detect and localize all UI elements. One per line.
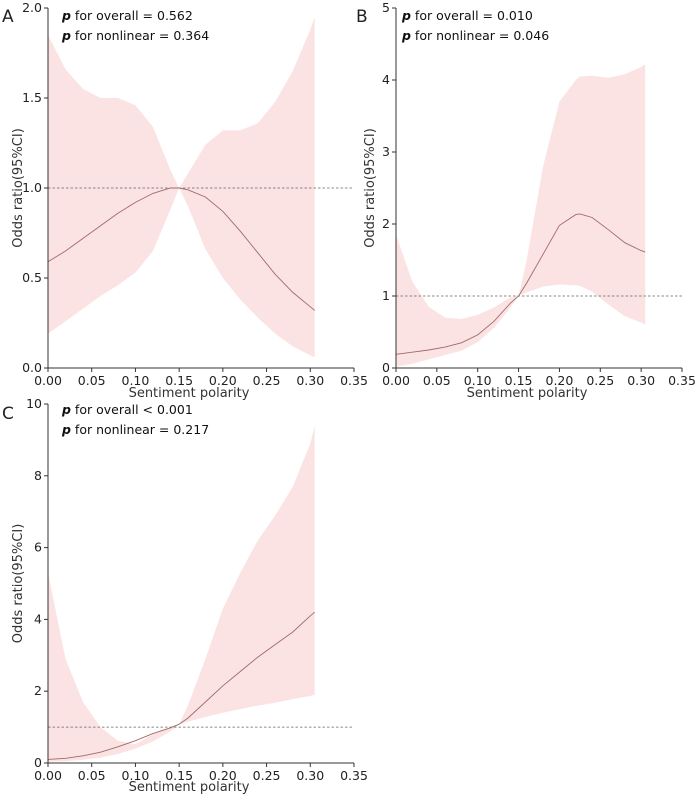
annotation-p-b-1: p: [401, 28, 411, 43]
x-tick-label-c-5: 0.25: [253, 768, 281, 783]
annotation-text-b-1: for nonlinear = 0.046: [411, 28, 549, 43]
annotation-p-a-1: p: [61, 28, 71, 43]
panel-letter-c: C: [2, 404, 14, 424]
y-tick-label-c-4: 8: [34, 468, 42, 483]
y-tick-label-b-2: 2: [382, 216, 390, 231]
x-tick-label-b-2: 0.10: [464, 373, 492, 388]
ci-band-a-0: [48, 17, 315, 358]
estimate-line-a-0: [47, 187, 315, 311]
x-tick-label-c-6: 0.30: [296, 768, 324, 783]
x-tick-label-a-1: 0.05: [78, 373, 106, 388]
x-axis-title-a: Sentiment polarity: [129, 386, 250, 401]
x-tick-label-b-0: 0.00: [382, 373, 410, 388]
x-tick-label-a-4: 0.20: [209, 373, 237, 388]
panel-a: A 0.00 0.05 0.10 0.15 0.20 0.25 0.30 0.35 0.0 0.5…: [2, 0, 368, 401]
y-tick-label-c-5: 10: [26, 396, 42, 411]
annotation-text-c-1: for nonlinear = 0.217: [71, 422, 209, 437]
x-tick-label-b-7: 0.35: [668, 373, 696, 388]
x-tick-label-a-2: 0.10: [122, 373, 150, 388]
ci-band-c-0: [48, 425, 315, 762]
x-tick-label-b-4: 0.20: [546, 373, 574, 388]
annotation-b-1: p for nonlinear = 0.046: [401, 28, 549, 43]
annotation-text-c-0: for overall < 0.001: [71, 402, 193, 417]
x-tick-label-a-7: 0.35: [340, 373, 368, 388]
annotation-p-b-0: p: [401, 8, 411, 23]
annotation-text-b-0: for overall = 0.010: [411, 8, 533, 23]
x-tick-label-c-2: 0.10: [122, 768, 150, 783]
y-tick-label-a-3: 1.5: [22, 90, 42, 105]
annotation-a-1: p for nonlinear = 0.364: [61, 28, 209, 43]
y-axis-title-c: Odds ratio(95%CI): [11, 524, 26, 644]
y-tick-label-a-0: 0.0: [22, 360, 42, 375]
x-axis-title-b: Sentiment polarity: [467, 386, 588, 401]
annotation-p-c-0: p: [61, 402, 71, 417]
panel-b: B 0.00 0.05 0.10 0.15 0.20 0.25 0.30 0.35 0 1 2 3 4 5…: [356, 0, 696, 401]
estimate-line-c-0: [47, 611, 315, 760]
annotation-c-0: p for overall < 0.001: [61, 402, 193, 417]
panel-letter-b: B: [356, 7, 368, 27]
x-tick-label-c-1: 0.05: [78, 768, 106, 783]
x-axis-title-c: Sentiment polarity: [129, 780, 250, 795]
y-tick-label-c-1: 2: [34, 683, 42, 698]
y-tick-label-c-3: 6: [34, 540, 42, 555]
x-tick-label-c-4: 0.20: [209, 768, 237, 783]
x-tick-label-b-3: 0.15: [505, 373, 533, 388]
x-tick-label-a-5: 0.25: [253, 373, 281, 388]
x-tick-label-b-6: 0.30: [627, 373, 655, 388]
y-tick-label-b-5: 5: [382, 0, 390, 15]
annotation-text-a-1: for nonlinear = 0.364: [71, 28, 209, 43]
x-tick-label-b-5: 0.25: [586, 373, 614, 388]
annotation-text-a-0: for overall = 0.562: [71, 8, 193, 23]
panel-letter-a: A: [2, 7, 14, 27]
y-tick-label-a-1: 0.5: [22, 270, 42, 285]
annotation-b-0: p for overall = 0.010: [401, 8, 533, 23]
annotation-p-a-0: p: [61, 8, 71, 23]
annotation-p-c-1: p: [61, 422, 71, 437]
x-tick-label-c-7: 0.35: [340, 768, 368, 783]
x-tick-label-a-3: 0.15: [165, 373, 193, 388]
x-tick-label-c-0: 0.00: [34, 768, 62, 783]
x-tick-label-b-1: 0.05: [423, 373, 451, 388]
y-axis-title-b: Odds ratio(95%CI): [363, 128, 378, 248]
annotation-c-1: p for nonlinear = 0.217: [61, 422, 209, 437]
x-tick-label-a-6: 0.30: [296, 373, 324, 388]
annotation-a-0: p for overall = 0.562: [61, 8, 193, 23]
y-axis-title-a: Odds ratio(95%CI): [11, 128, 26, 248]
y-tick-label-a-2: 1.0: [22, 180, 42, 195]
x-tick-label-a-0: 0.00: [34, 373, 62, 388]
ci-band-b-0: [396, 64, 646, 367]
y-tick-label-b-3: 3: [382, 144, 390, 159]
y-tick-label-c-0: 0: [34, 755, 42, 770]
y-tick-label-b-1: 1: [382, 288, 390, 303]
y-tick-label-a-4: 2.0: [22, 0, 42, 15]
estimate-line-b-0: [395, 213, 646, 355]
y-tick-label-c-2: 4: [34, 611, 42, 626]
y-tick-label-b-0: 0: [382, 360, 390, 375]
x-tick-label-c-3: 0.15: [165, 768, 193, 783]
y-tick-label-b-4: 4: [382, 72, 390, 87]
panel-c: C 0.00 0.05 0.10 0.15 0.20 0.25 0.30 0.35 0 2 4 6 8 1…: [2, 396, 368, 795]
